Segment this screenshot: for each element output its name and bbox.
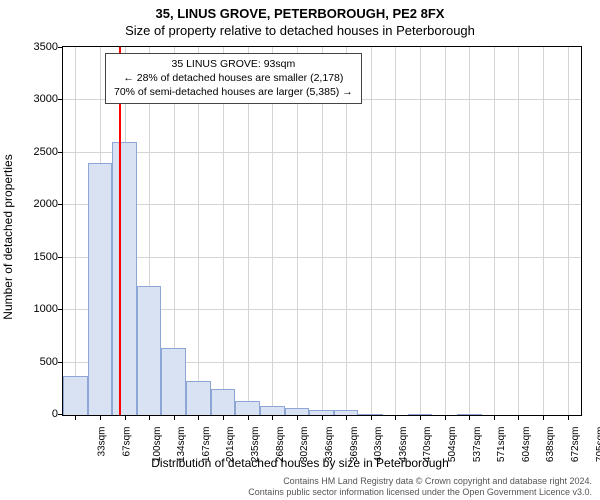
footer-licence: Contains public sector information licen… <box>248 487 592 497</box>
info-box: 35 LINUS GROVE: 93sqm ← 28% of detached … <box>105 53 362 104</box>
info-box-line1: 35 LINUS GROVE: 93sqm <box>114 57 353 71</box>
histogram-bar <box>137 286 162 415</box>
histogram-bar <box>186 381 211 415</box>
xtick-label: 268sqm <box>275 427 286 463</box>
xtick-label: 571sqm <box>496 427 507 463</box>
xtick-label: 672sqm <box>570 427 581 463</box>
xtick-label: 470sqm <box>422 427 433 463</box>
xtick-label: 67sqm <box>121 427 132 457</box>
xtick-mark <box>469 415 470 420</box>
ytick-label: 1000 <box>18 303 58 315</box>
xtick-mark <box>223 415 224 420</box>
grid-line-v <box>543 47 544 415</box>
plot-area: 35 LINUS GROVE: 93sqm ← 28% of detached … <box>62 46 582 416</box>
xtick-mark <box>248 415 249 420</box>
grid-line-v <box>518 47 519 415</box>
histogram-bar <box>408 414 433 415</box>
info-box-line2: ← 28% of detached houses are smaller (2,… <box>114 71 353 85</box>
histogram-bar <box>88 163 113 415</box>
ytick-label: 2500 <box>18 146 58 158</box>
grid-line-v <box>568 47 569 415</box>
ytick-mark <box>58 362 63 363</box>
histogram-bar <box>235 401 260 415</box>
ytick-mark <box>58 99 63 100</box>
ytick-label: 3500 <box>18 41 58 53</box>
chart-container: 35, LINUS GROVE, PETERBOROUGH, PE2 8FX S… <box>0 0 600 500</box>
histogram-bar <box>211 389 236 415</box>
xtick-label: 134sqm <box>176 427 187 463</box>
histogram-bar <box>112 142 137 415</box>
ytick-mark <box>58 309 63 310</box>
xtick-label: 705sqm <box>595 427 600 463</box>
ytick-label: 2000 <box>18 198 58 210</box>
grid-line-v <box>75 47 76 415</box>
y-axis-label: Number of detached properties <box>1 154 15 319</box>
xtick-mark <box>395 415 396 420</box>
xtick-mark <box>371 415 372 420</box>
ytick-label: 3000 <box>18 93 58 105</box>
xtick-label: 100sqm <box>152 427 163 463</box>
grid-line-v <box>371 47 372 415</box>
xtick-mark <box>420 415 421 420</box>
xtick-mark <box>174 415 175 420</box>
ytick-mark <box>58 152 63 153</box>
xtick-mark <box>198 415 199 420</box>
xtick-label: 235sqm <box>250 427 261 463</box>
grid-line-v <box>445 47 446 415</box>
xtick-label: 336sqm <box>324 427 335 463</box>
xtick-label: 638sqm <box>546 427 557 463</box>
xtick-mark <box>272 415 273 420</box>
xtick-mark <box>322 415 323 420</box>
histogram-bar <box>260 406 285 415</box>
xtick-label: 537sqm <box>472 427 483 463</box>
xtick-label: 403sqm <box>373 427 384 463</box>
histogram-bar <box>358 414 383 415</box>
xtick-mark <box>75 415 76 420</box>
ytick-label: 0 <box>18 408 58 420</box>
xtick-mark <box>100 415 101 420</box>
xtick-mark <box>518 415 519 420</box>
grid-line-v <box>420 47 421 415</box>
chart-title-subtitle: Size of property relative to detached ho… <box>0 21 600 38</box>
xtick-mark <box>568 415 569 420</box>
xtick-mark <box>149 415 150 420</box>
xtick-mark <box>494 415 495 420</box>
xtick-label: 504sqm <box>447 427 458 463</box>
grid-line-v <box>395 47 396 415</box>
xtick-mark <box>346 415 347 420</box>
ytick-mark <box>58 204 63 205</box>
histogram-bar <box>309 410 334 415</box>
histogram-bar <box>334 410 359 415</box>
ytick-label: 1500 <box>18 251 58 263</box>
grid-line-v <box>469 47 470 415</box>
histogram-bar <box>63 376 88 415</box>
xtick-mark <box>125 415 126 420</box>
chart-title-address: 35, LINUS GROVE, PETERBOROUGH, PE2 8FX <box>0 0 600 21</box>
histogram-bar <box>161 348 186 415</box>
xtick-label: 167sqm <box>201 427 212 463</box>
histogram-bar <box>285 408 310 415</box>
footer-copyright: Contains HM Land Registry data © Crown c… <box>283 476 592 486</box>
xtick-mark <box>445 415 446 420</box>
xtick-label: 369sqm <box>349 427 360 463</box>
ytick-label: 500 <box>18 356 58 368</box>
xtick-label: 201sqm <box>225 427 236 463</box>
info-box-line3: 70% of semi-detached houses are larger (… <box>114 85 353 99</box>
xtick-mark <box>543 415 544 420</box>
histogram-bar <box>457 414 482 415</box>
xtick-label: 604sqm <box>521 427 532 463</box>
xtick-label: 436sqm <box>398 427 409 463</box>
xtick-label: 302sqm <box>299 427 310 463</box>
ytick-mark <box>58 257 63 258</box>
xtick-mark <box>297 415 298 420</box>
grid-line-v <box>494 47 495 415</box>
xtick-label: 33sqm <box>97 427 108 457</box>
ytick-mark <box>58 47 63 48</box>
